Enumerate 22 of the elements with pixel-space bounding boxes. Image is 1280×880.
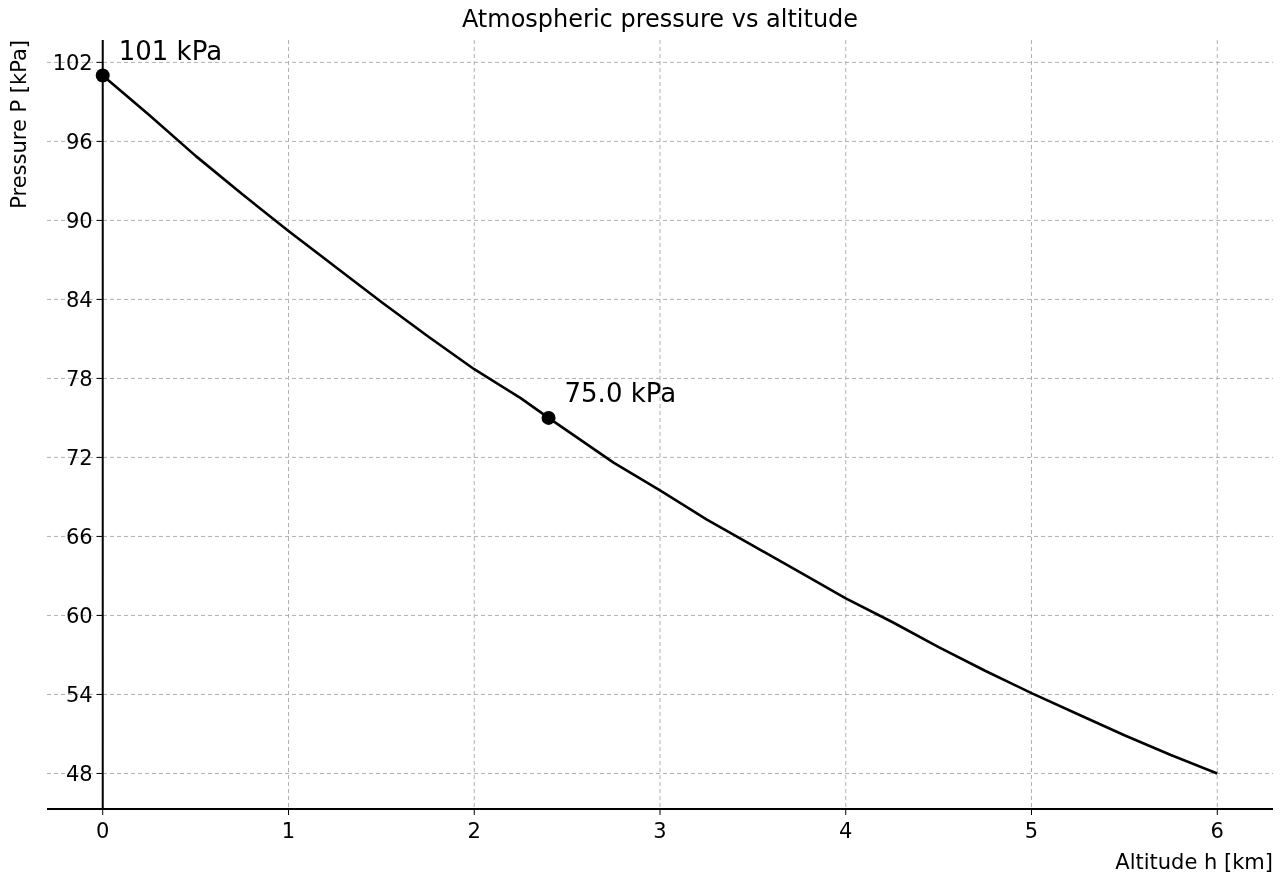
x-tick-label: 0: [96, 819, 110, 843]
y-tick-label: 90: [65, 208, 93, 233]
y-axis-title: Pressure P [kPa]: [7, 40, 31, 209]
y-tick-label: 78: [65, 366, 93, 391]
y-tick-label: 54: [65, 682, 93, 707]
y-tick-label: 60: [65, 603, 93, 628]
x-axis-title: Altitude h [km]: [1115, 850, 1273, 874]
x-tick-label: 4: [839, 819, 853, 843]
y-tick-label: 72: [65, 445, 93, 470]
annotation: 101 kPa: [118, 35, 223, 66]
y-tick-label: 84: [65, 287, 93, 312]
x-tick-label: 3: [653, 819, 667, 843]
y-tick-label: 96: [65, 129, 93, 154]
x-tick-label: 2: [467, 819, 481, 843]
y-tick-label: 102: [52, 50, 93, 75]
x-tick-label: 1: [281, 819, 296, 843]
chart-title: Atmospheric pressure vs altitude: [461, 5, 859, 33]
x-tick-label: 5: [1024, 819, 1039, 843]
annotation: 75.0 kPa: [564, 377, 677, 408]
x-tick-label: 6: [1210, 819, 1224, 843]
y-tick-label: 48: [65, 761, 93, 786]
y-tick-label: 66: [65, 524, 93, 549]
